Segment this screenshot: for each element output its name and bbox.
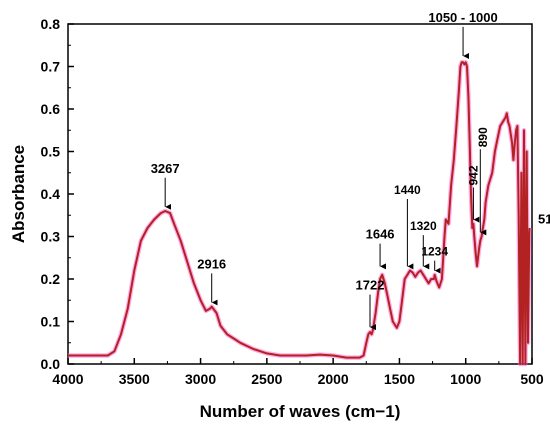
y-tick-label: 0.2	[41, 271, 61, 287]
peak-annotation: 1646	[366, 227, 395, 270]
plot-border	[67, 23, 533, 365]
x-tick-label: 4000	[52, 371, 83, 387]
plot-frame	[67, 23, 533, 365]
y-tick-label: 0.8	[41, 16, 61, 32]
series-line-halo	[68, 60, 532, 367]
series-line	[68, 61, 531, 365]
peak-annotation: 1440	[394, 183, 421, 270]
y-tick-label: 0.0	[41, 356, 61, 372]
x-tick-label: 1500	[384, 371, 415, 387]
x-tick-label: 2000	[318, 371, 349, 387]
peak-annotation: 518	[538, 212, 550, 227]
x-tick-label: 3000	[185, 371, 216, 387]
y-tick-label: 0.5	[41, 144, 61, 160]
annotation-label: 1722	[356, 278, 385, 293]
annotation-label: 2916	[197, 256, 226, 271]
y-tick-label: 0.3	[41, 229, 61, 245]
peak-annotation: 890	[476, 127, 490, 236]
annotation-label: 1646	[366, 227, 395, 242]
x-axis-title: Number of waves (cm−1)	[200, 402, 401, 421]
series-layer	[68, 60, 532, 367]
annotation-label: 1320	[410, 219, 437, 233]
x-tick-label: 1000	[450, 371, 481, 387]
x-tick-label: 3500	[119, 371, 150, 387]
x-tick-label: 2500	[251, 371, 282, 387]
y-tick-label: 0.7	[41, 59, 61, 75]
annotation-label: 890	[476, 127, 490, 147]
y-tick-label: 0.6	[41, 101, 61, 117]
peak-annotation: 1050 - 1000	[428, 10, 498, 59]
y-axis: 0.0 0.1 0.2 0.3 0.4 0.5 0.6 0.7 0.8	[41, 16, 74, 372]
y-tick-label: 0.4	[41, 186, 61, 202]
peak-annotation: 3267	[151, 161, 180, 210]
annotation-layer: 3267 2916 1722 1646 1440 1320 1234 1050 - 1000 9…	[151, 10, 550, 331]
peak-annotation: 1234	[421, 245, 448, 274]
peak-annotation: 1722	[356, 278, 385, 331]
annotation-label: 3267	[151, 161, 180, 176]
y-axis-title: Absorbance	[9, 145, 28, 243]
annotation-label: 942	[466, 165, 480, 185]
peak-annotation: 2916	[197, 256, 226, 306]
annotation-label: 1440	[394, 183, 421, 197]
x-axis: 4000 3500 3000 2500 2000 1500 1000 500	[52, 358, 544, 387]
peak-annotation: 1320	[410, 219, 437, 270]
peak-annotation: 942	[466, 165, 480, 223]
y-tick-label: 0.1	[41, 314, 61, 330]
x-tick-label: 500	[520, 371, 544, 387]
annotation-label: 518	[538, 212, 550, 227]
annotation-label: 1234	[421, 245, 448, 259]
annotation-label: 1050 - 1000	[428, 10, 497, 25]
